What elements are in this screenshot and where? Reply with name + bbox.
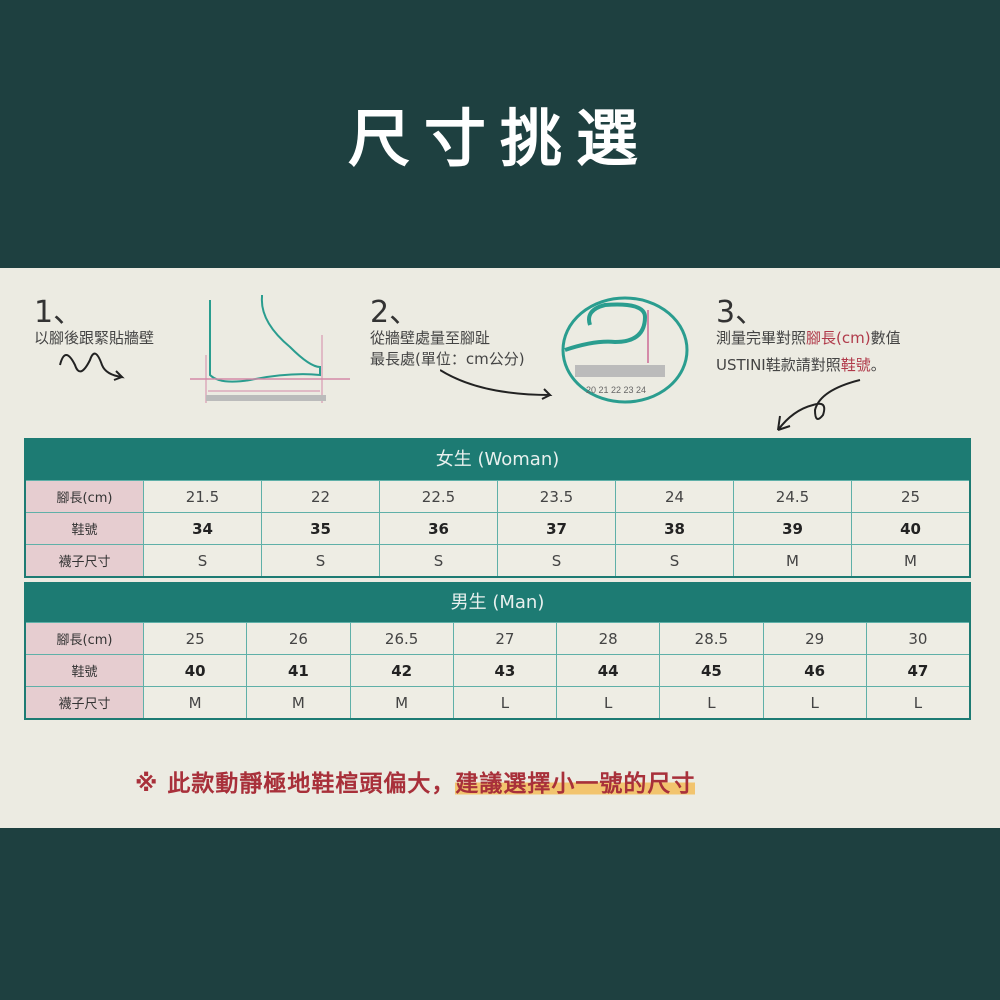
table-cell: 27 — [452, 623, 556, 654]
table-cell: 26.5 — [349, 623, 453, 654]
row-label: 鞋號 — [26, 655, 143, 686]
sizing-note: ※ 此款動靜極地鞋楦頭偏大，建議選擇小一號的尺寸 — [135, 764, 696, 798]
arrow-down-icon — [777, 379, 861, 431]
men-table-header: 男生 (Man) — [26, 584, 969, 622]
row-label: 腳長(cm) — [26, 623, 143, 654]
table-cell: 24.5 — [733, 481, 851, 512]
step-text: 測量完畢對照 — [716, 329, 807, 347]
row-label: 襪子尺寸 — [26, 687, 143, 718]
table-cell: 47 — [865, 655, 969, 686]
table-cell: 29 — [762, 623, 866, 654]
step-2: 2、 從牆壁處量至腳趾 最長處(單位：cm公分) — [370, 298, 525, 370]
table-cell: 39 — [733, 513, 851, 544]
table-cell: 22.5 — [379, 481, 497, 512]
table-cell: 40 — [851, 513, 969, 544]
table-cell: 40 — [143, 655, 246, 686]
step-3: 3、 測量完畢對照腳長(cm)數值 USTINI鞋款請對照鞋號。 — [716, 298, 901, 376]
table-cell: S — [261, 545, 379, 576]
table-cell: 30 — [865, 623, 969, 654]
row-label: 襪子尺寸 — [26, 545, 143, 576]
table-cell: M — [851, 545, 969, 576]
toe-measure-illustration: 20 21 22 23 24 — [440, 296, 689, 404]
table-cell: L — [556, 687, 659, 718]
foot-against-wall-illustration — [59, 295, 350, 403]
table-cell: 41 — [246, 655, 349, 686]
table-cell: 36 — [379, 513, 497, 544]
row-label: 腳長(cm) — [26, 481, 143, 512]
table-cell: 43 — [452, 655, 556, 686]
table-cell: 34 — [143, 513, 261, 544]
table-cell: L — [659, 687, 762, 718]
note-text: ※ 此款動靜極地鞋楦頭偏大， — [135, 771, 456, 797]
note-highlight: 建議選擇小一號的尺寸 — [455, 771, 696, 797]
step-1: 1、 以腳後跟緊貼牆壁 — [34, 298, 154, 349]
table-cell: L — [452, 687, 556, 718]
table-row: 襪子尺寸 M M M L L L L L — [26, 686, 969, 718]
table-cell: M — [143, 687, 246, 718]
step-text: 最長處(單位：cm公分) — [370, 350, 525, 368]
table-cell: 35 — [261, 513, 379, 544]
table-row: 襪子尺寸 S S S S S M M — [26, 544, 969, 576]
step-text: 以腳後跟緊貼牆壁 — [34, 329, 155, 347]
table-cell: M — [349, 687, 453, 718]
table-row: 鞋號 40 41 42 43 44 45 46 47 — [26, 654, 969, 686]
table-cell: 44 — [556, 655, 659, 686]
table-cell: 26 — [246, 623, 349, 654]
table-cell: S — [615, 545, 733, 576]
table-cell: 45 — [659, 655, 762, 686]
table-cell: M — [733, 545, 851, 576]
row-label: 鞋號 — [26, 513, 143, 544]
ruler-numbers: 20 21 22 23 24 — [586, 385, 646, 395]
women-table-header: 女生 (Woman) — [26, 440, 969, 480]
table-row: 鞋號 34 35 36 37 38 39 40 — [26, 512, 969, 544]
table-cell: 22 — [261, 481, 379, 512]
step-number: 2、 — [370, 295, 420, 330]
women-size-table: 女生 (Woman) 腳長(cm) 21.5 22 22.5 23.5 24 24.5 25 鞋… — [24, 438, 971, 578]
table-cell: L — [865, 687, 969, 718]
table-cell: 25 — [851, 481, 969, 512]
table-cell: 37 — [497, 513, 615, 544]
table-cell: S — [497, 545, 615, 576]
step-text: 。 — [870, 356, 886, 374]
table-cell: 28.5 — [659, 623, 762, 654]
page-title: 尺寸挑選 — [347, 102, 652, 175]
table-cell: S — [143, 545, 261, 576]
table-cell: 38 — [615, 513, 733, 544]
foot-length-highlight: 腳長(cm) — [806, 329, 871, 347]
table-cell: 42 — [349, 655, 453, 686]
step-number: 3、 — [716, 295, 766, 330]
step-text: 數值 — [870, 329, 901, 347]
table-cell: 46 — [762, 655, 866, 686]
table-cell: 23.5 — [497, 481, 615, 512]
step-text: 從牆壁處量至腳趾 — [370, 329, 491, 347]
table-row: 腳長(cm) 21.5 22 22.5 23.5 24 24.5 25 — [26, 480, 969, 512]
table-cell: S — [379, 545, 497, 576]
step-number: 1、 — [34, 295, 84, 330]
table-cell: 28 — [556, 623, 659, 654]
table-cell: 24 — [615, 481, 733, 512]
shoe-size-highlight: 鞋號 — [840, 356, 871, 374]
step-text: USTINI鞋款請對照 — [716, 356, 841, 374]
men-size-table: 男生 (Man) 腳長(cm) 25 26 26.5 27 28 28.5 29 30 鞋號 40 4… — [24, 582, 971, 720]
table-cell: 21.5 — [143, 481, 261, 512]
table-cell: L — [762, 687, 866, 718]
table-cell: 25 — [143, 623, 246, 654]
table-cell: M — [246, 687, 349, 718]
table-row: 腳長(cm) 25 26 26.5 27 28 28.5 29 30 — [26, 622, 969, 654]
